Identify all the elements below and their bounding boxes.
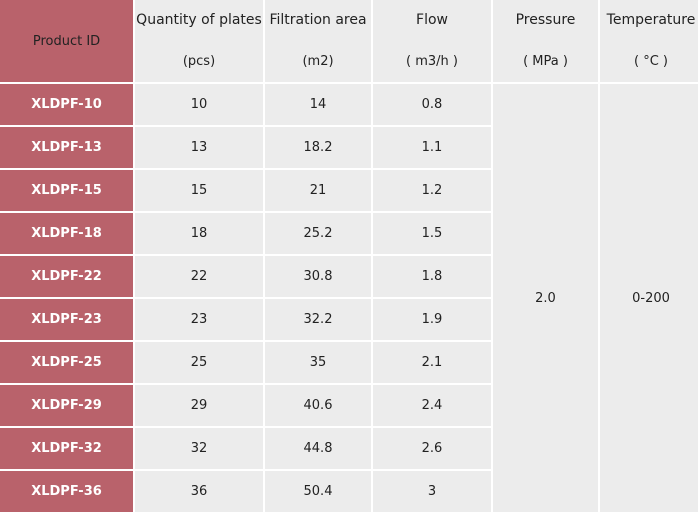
- area-header: Filtration area (m2): [265, 0, 371, 82]
- table-row: XLDPF-29 29 40.6 2.4: [0, 385, 698, 426]
- pressure-header-title: Pressure: [515, 12, 576, 28]
- area-cell: 32.2: [265, 299, 371, 340]
- flow-cell: 1.1: [373, 127, 491, 168]
- table-row: XLDPF-36 36 50.4 3: [0, 471, 698, 512]
- quantity-cell: 25: [135, 342, 263, 383]
- flow-cell: 1.9: [373, 299, 491, 340]
- quantity-cell: 13: [135, 127, 263, 168]
- flow-header-title: Flow: [416, 12, 448, 28]
- quantity-cell: 18: [135, 213, 263, 254]
- quantity-cell: 29: [135, 385, 263, 426]
- flow-cell: 1.5: [373, 213, 491, 254]
- area-cell: 14: [265, 84, 371, 125]
- product-id-cell: XLDPF-25: [0, 342, 133, 383]
- table-row: XLDPF-10 10 14 0.8 2.0 0-200: [0, 84, 698, 512]
- pressure-header: Pressure ( MPa ): [493, 0, 598, 82]
- product-id-cell: XLDPF-22: [0, 256, 133, 297]
- quantity-cell: 32: [135, 428, 263, 469]
- table-row: XLDPF-15 15 21 1.2: [0, 170, 698, 211]
- flow-cell: 2.4: [373, 385, 491, 426]
- flow-header-unit: ( m3/h ): [406, 54, 458, 69]
- area-cell: 40.6: [265, 385, 371, 426]
- area-header-unit: (m2): [302, 54, 334, 69]
- product-id-cell: XLDPF-15: [0, 170, 133, 211]
- quantity-header-unit: (pcs): [182, 54, 216, 69]
- area-cell: 25.2: [265, 213, 371, 254]
- product-id-cell: XLDPF-23: [0, 299, 133, 340]
- product-id-cell: XLDPF-29: [0, 385, 133, 426]
- area-cell: 44.8: [265, 428, 371, 469]
- flow-cell: 1.2: [373, 170, 491, 211]
- quantity-header-title: Quantity of plates: [136, 12, 262, 28]
- quantity-cell: 22: [135, 256, 263, 297]
- product-id-cell: XLDPF-13: [0, 127, 133, 168]
- product-id-cell: XLDPF-10: [0, 84, 133, 125]
- area-cell: 18.2: [265, 127, 371, 168]
- quantity-cell: 15: [135, 170, 263, 211]
- quantity-cell: 23: [135, 299, 263, 340]
- table-row: XLDPF-25 25 35 2.1: [0, 342, 698, 383]
- quantity-cell: 10: [135, 84, 263, 125]
- table-row: XLDPF-13 13 18.2 1.1: [0, 127, 698, 168]
- temperature-header: Temperature ( °C ): [600, 0, 698, 82]
- product-id-cell: XLDPF-36: [0, 471, 133, 512]
- area-cell: 50.4: [265, 471, 371, 512]
- quantity-cell: 36: [135, 471, 263, 512]
- temperature-header-title: Temperature: [606, 12, 696, 28]
- temperature-value-cell: 0-200: [600, 84, 698, 512]
- table-row: XLDPF-32 32 44.8 2.6: [0, 428, 698, 469]
- table-row: XLDPF-18 18 25.2 1.5: [0, 213, 698, 254]
- temperature-header-unit: ( °C ): [634, 54, 668, 69]
- table-row: XLDPF-22 22 30.8 1.8: [0, 256, 698, 297]
- product-id-header: Product ID: [0, 0, 133, 82]
- flow-cell: 3: [373, 471, 491, 512]
- flow-cell: 2.1: [373, 342, 491, 383]
- flow-cell: 2.6: [373, 428, 491, 469]
- pressure-header-unit: ( MPa ): [523, 54, 568, 69]
- area-cell: 30.8: [265, 256, 371, 297]
- product-id-cell: XLDPF-18: [0, 213, 133, 254]
- header-row: Product ID Quantity of plates (pcs) Filt…: [0, 0, 698, 82]
- area-header-title: Filtration area: [269, 12, 367, 28]
- area-cell: 35: [265, 342, 371, 383]
- quantity-header: Quantity of plates (pcs): [135, 0, 263, 82]
- flow-cell: 0.8: [373, 84, 491, 125]
- flow-header: Flow ( m3/h ): [373, 0, 491, 82]
- pressure-value-cell: 2.0: [493, 84, 598, 512]
- product-id-cell: XLDPF-32: [0, 428, 133, 469]
- table-row: XLDPF-23 23 32.2 1.9: [0, 299, 698, 340]
- area-cell: 21: [265, 170, 371, 211]
- flow-cell: 1.8: [373, 256, 491, 297]
